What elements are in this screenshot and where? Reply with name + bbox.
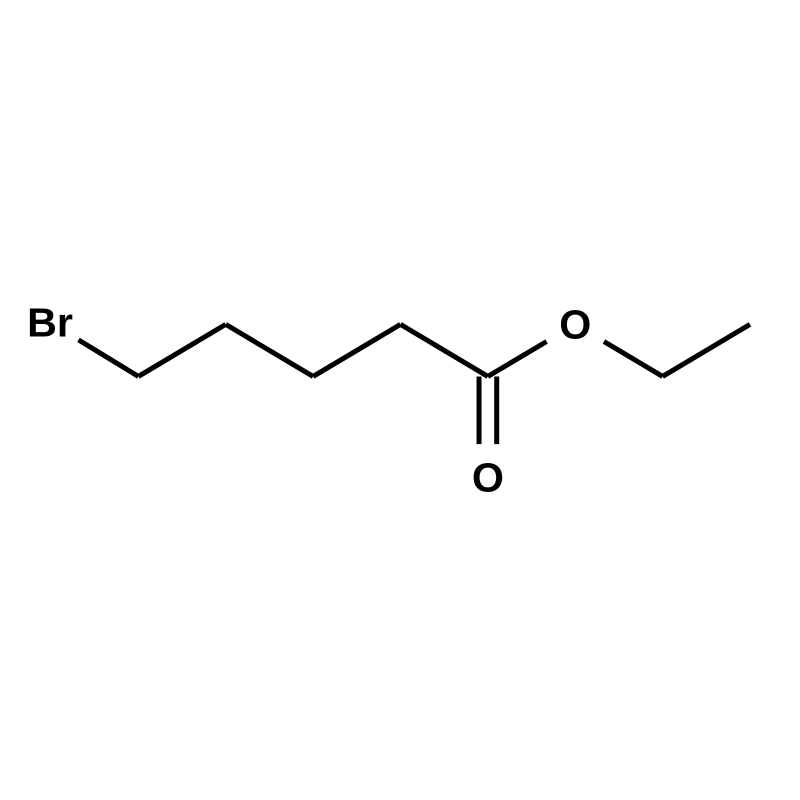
bond-line — [138, 324, 225, 376]
bond-line — [313, 324, 400, 376]
bond-line — [226, 324, 313, 376]
molecule-diagram: Br O O — [0, 0, 800, 800]
atom-label-os: O — [559, 301, 591, 347]
bond-line — [604, 341, 663, 376]
bond-line — [400, 324, 487, 376]
atom-label-br: Br — [27, 299, 73, 345]
bond-line — [488, 341, 547, 376]
bond-line — [663, 324, 750, 376]
atom-label-od: O — [472, 455, 504, 501]
bond-line — [78, 340, 138, 377]
atoms-layer: Br O O — [27, 299, 591, 500]
bonds-layer — [78, 324, 750, 444]
